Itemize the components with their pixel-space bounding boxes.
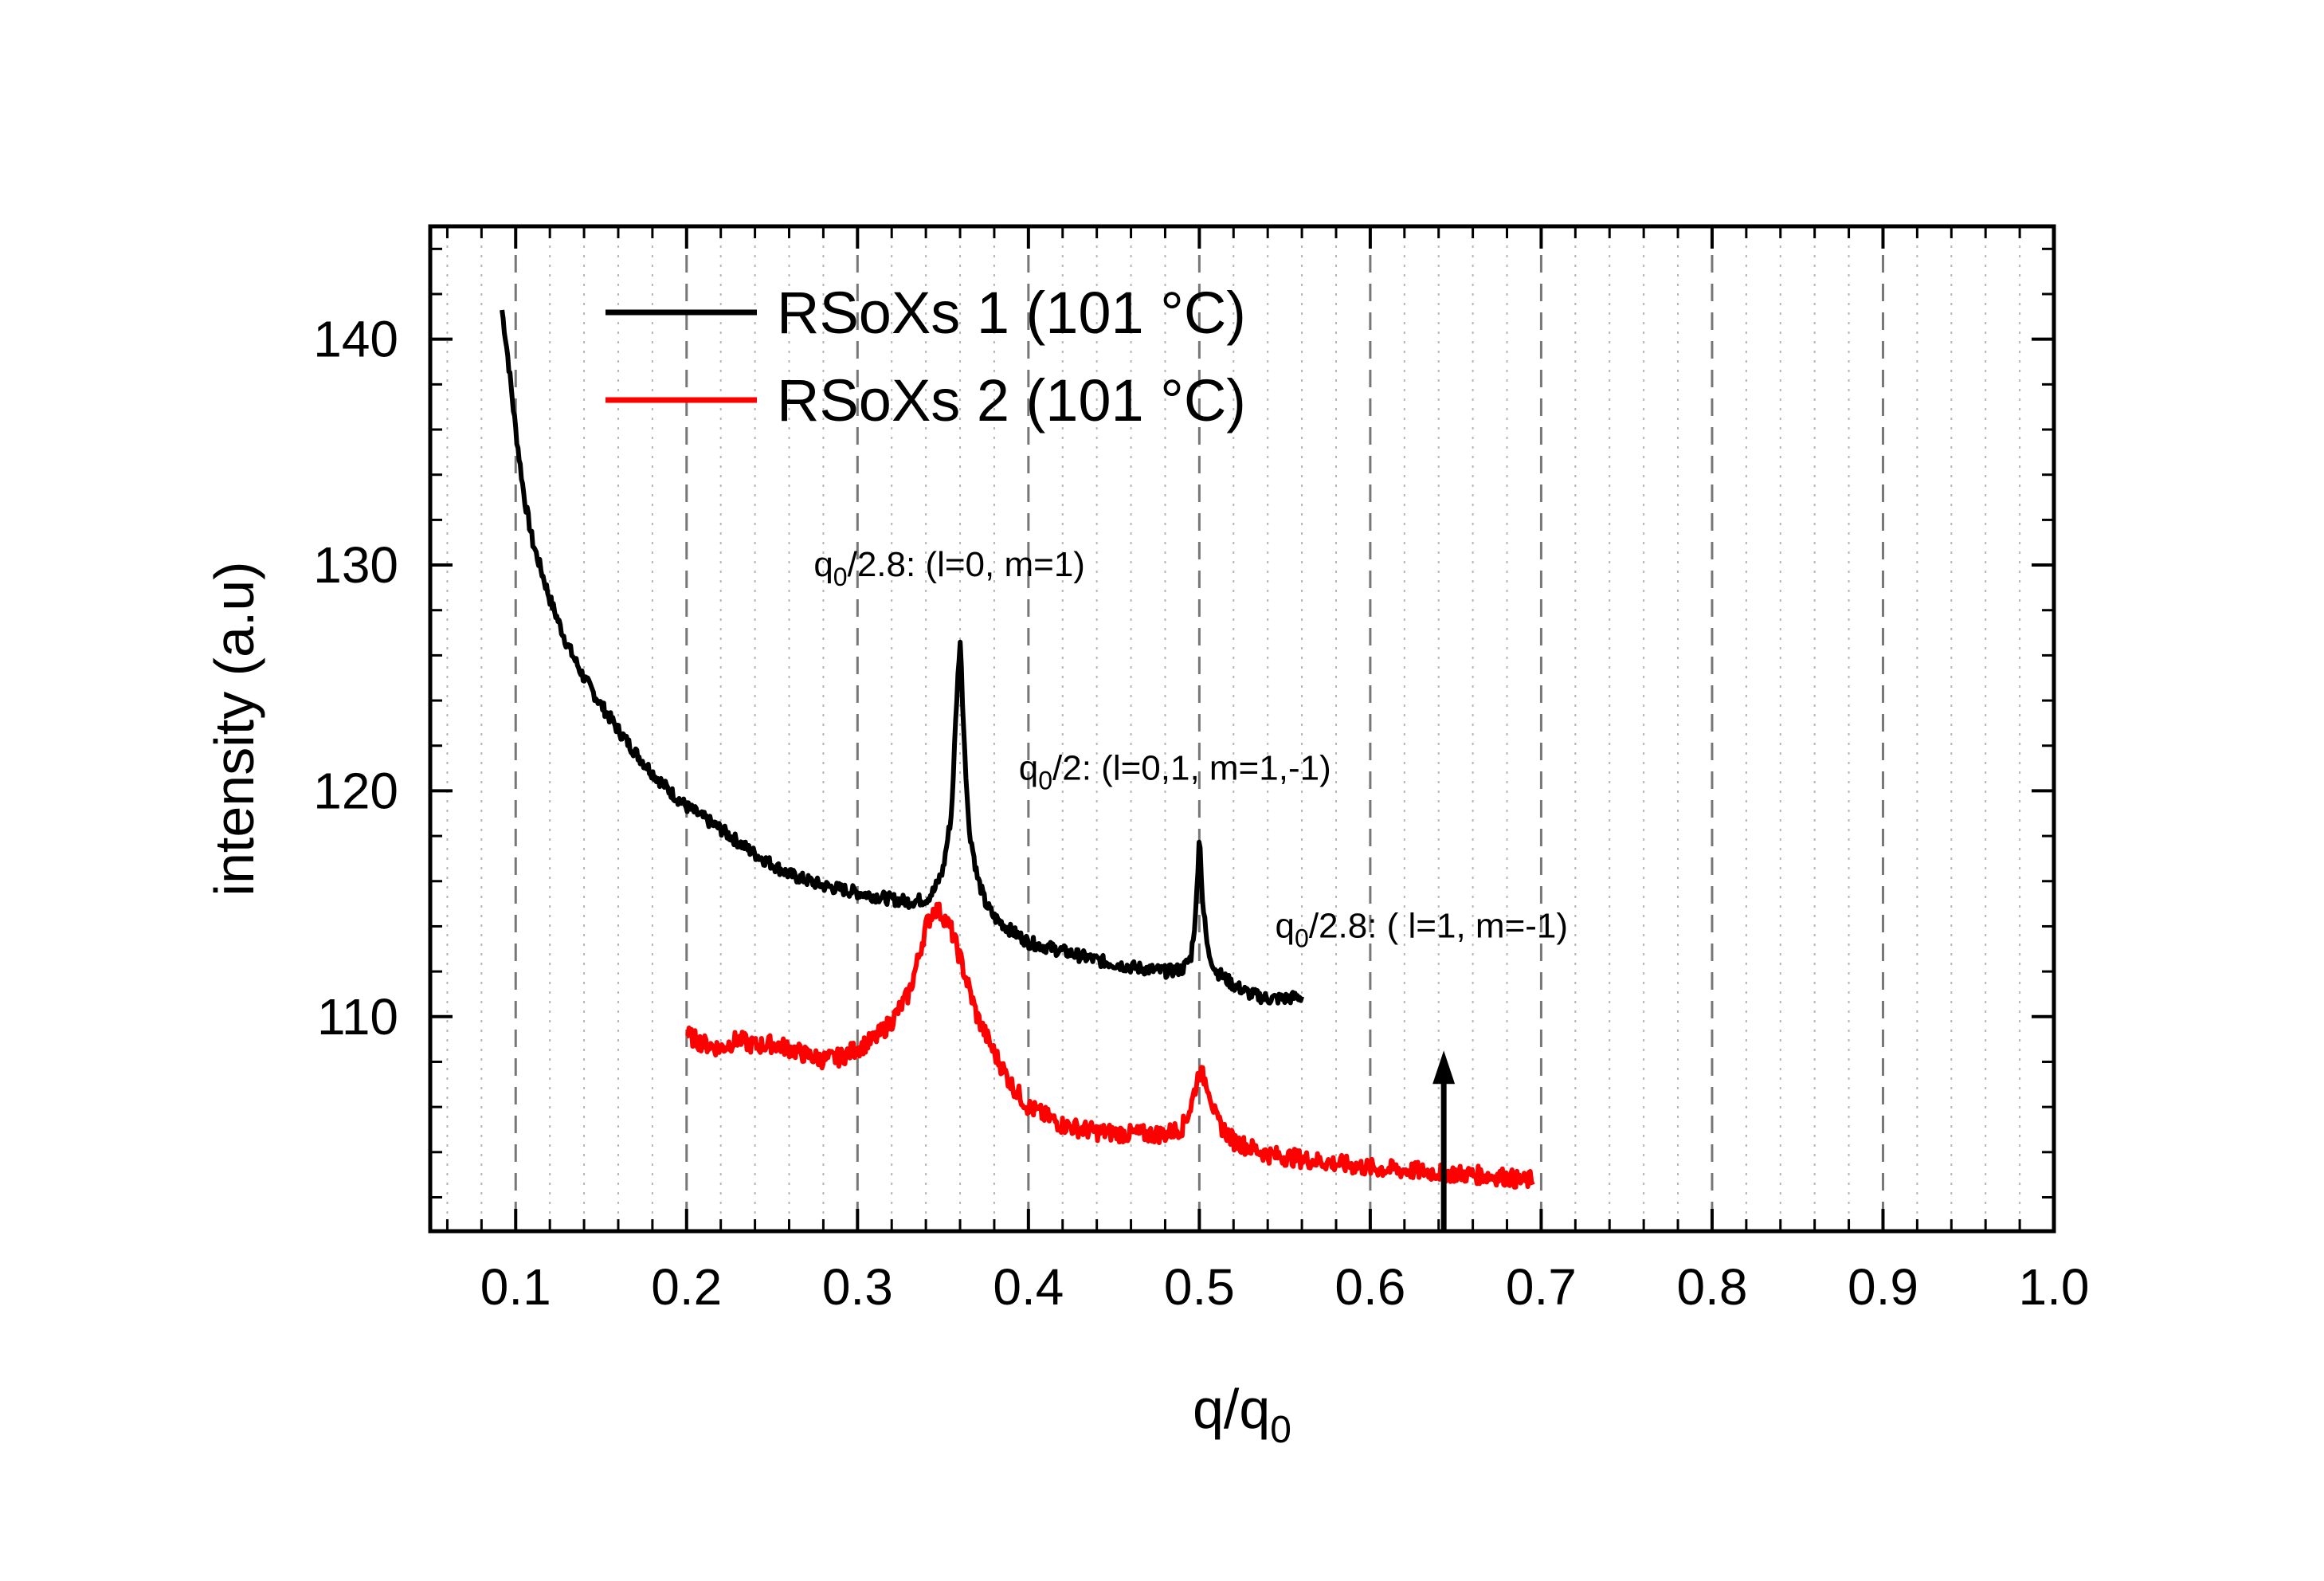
x-tick-label: 0.6 — [1334, 1258, 1405, 1316]
x-tick-labels: 0.1 0.2 0.3 0.4 0.5 0.6 0.7 0.8 0.9 1.0 — [480, 1258, 2090, 1316]
x-tick-label: 0.9 — [1848, 1258, 1918, 1316]
x-axis-title: q/q0 — [1193, 1378, 1291, 1451]
x-tick-label: 0.3 — [822, 1258, 893, 1316]
axis-ticks — [430, 226, 2056, 1231]
legend-label-2: RSoXs 2 (101 °C) — [777, 367, 1246, 434]
annotation-1: q0/2.8: (l=0, m=1) — [813, 545, 1085, 591]
x-tick-label: 0.1 — [480, 1258, 551, 1316]
series-layer — [500, 309, 1535, 1190]
y-tick-label: 120 — [313, 762, 398, 819]
y-tick-labels: 110 120 130 140 — [313, 311, 398, 1046]
arrow — [1432, 1050, 1456, 1231]
y-tick-label: 110 — [317, 988, 398, 1046]
x-axis-title-sub: 0 — [1270, 1409, 1291, 1451]
y-tick-label: 140 — [313, 311, 398, 368]
x-axis-title-base: q/q — [1193, 1378, 1270, 1440]
x-tick-label: 0.5 — [1164, 1258, 1235, 1316]
annotation-3: q0/2.8: ( l=1, m=-1) — [1276, 907, 1569, 953]
y-tick-label: 130 — [313, 536, 398, 594]
x-tick-label: 0.2 — [651, 1258, 722, 1316]
annotations: q0/2.8: (l=0, m=1) q0/2: (l=0,1, m=1,-1) q… — [813, 545, 1568, 952]
series-line-2 — [685, 901, 1535, 1190]
x-tick-label: 0.4 — [993, 1258, 1064, 1316]
legend: RSoXs 1 (101 °C) RSoXs 2 (101 °C) — [605, 280, 1246, 434]
plot-frame — [428, 224, 2056, 1234]
annotation-2: q0/2: (l=0,1, m=1,-1) — [1019, 748, 1331, 794]
x-tick-label: 0.7 — [1506, 1258, 1577, 1316]
arrow-head — [1432, 1050, 1456, 1085]
y-axis-title: intensity (a.u) — [203, 561, 265, 896]
x-tick-label: 0.8 — [1676, 1258, 1747, 1316]
grid — [446, 226, 2021, 1231]
legend-label-1: RSoXs 1 (101 °C) — [777, 280, 1246, 346]
series-line-1 — [500, 309, 1304, 1006]
x-tick-label: 1.0 — [2019, 1258, 2090, 1316]
